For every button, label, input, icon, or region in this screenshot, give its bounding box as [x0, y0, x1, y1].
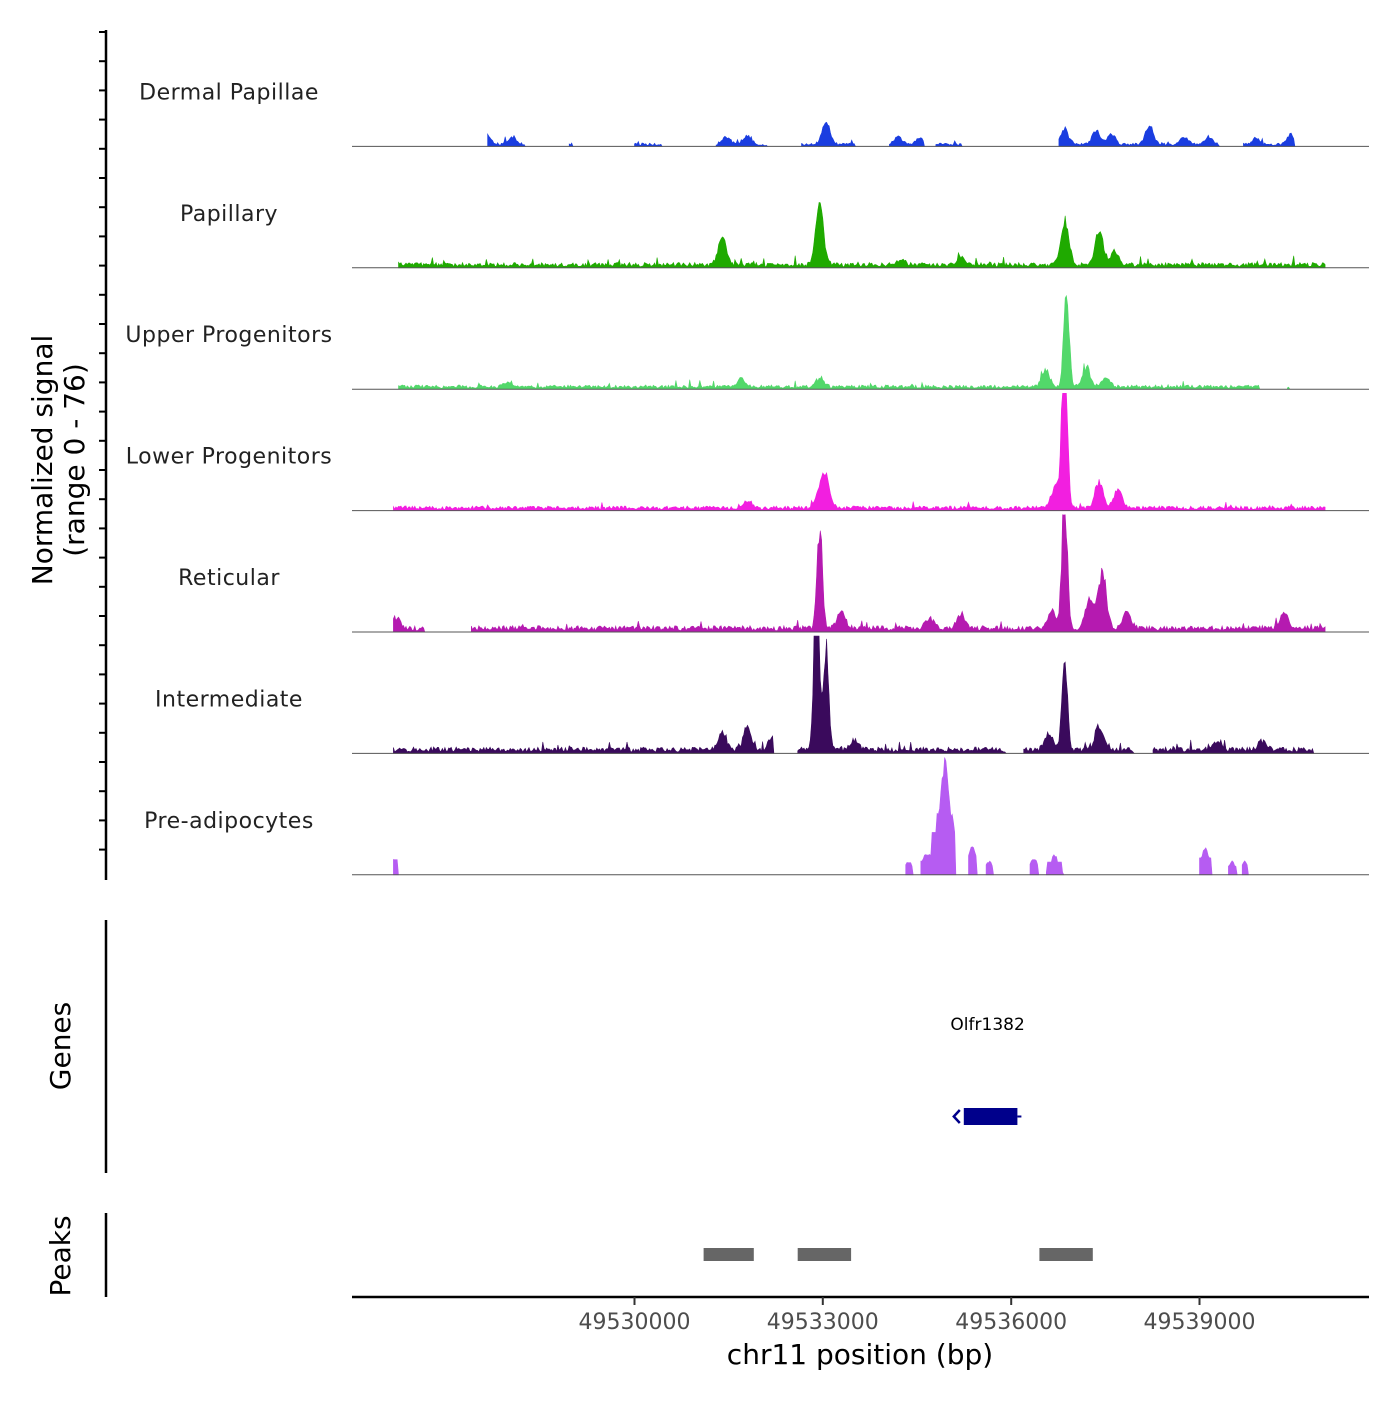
- peak-region: [797, 1248, 852, 1261]
- track-label: Intermediate: [155, 687, 303, 712]
- peak-region: [1039, 1248, 1093, 1261]
- signal-area: [487, 121, 1296, 147]
- signal-area: [393, 514, 1326, 633]
- x-tick-label: 49533000: [767, 1310, 879, 1335]
- track-intermediate: Intermediate: [155, 635, 1369, 754]
- x-axis-ticks: 49530000 49533000 49536000 49539000: [579, 1297, 1256, 1335]
- peaks-track-title: Peaks: [44, 1215, 77, 1296]
- x-tick-label: 49536000: [955, 1310, 1067, 1335]
- signal-area: [393, 635, 1315, 754]
- x-axis-title: chr11 position (bp): [727, 1338, 993, 1371]
- coverage-tracks: Dermal Papillae Papillary Upper Progenitor…: [125, 80, 1369, 876]
- track-dermal-papillae: Dermal Papillae: [139, 80, 1369, 147]
- y-axis-title-line2: (range 0 - 76): [58, 363, 91, 557]
- signal-area: [398, 201, 1326, 269]
- signal-area: [393, 393, 1326, 511]
- track-label: Upper Progenitors: [125, 323, 332, 348]
- x-tick-label: 49539000: [1144, 1310, 1256, 1335]
- track-reticular: Reticular: [178, 514, 1369, 633]
- coverage-y-ticks: [99, 31, 106, 851]
- peak-region: [703, 1248, 754, 1261]
- gene-strand-arrow: [952, 1109, 961, 1124]
- y-axis-title-line1: Normalized signal: [26, 335, 59, 586]
- track-papillary: Papillary: [180, 201, 1369, 269]
- signal-area: [398, 294, 1291, 390]
- genes-track-title: Genes: [44, 1002, 77, 1090]
- track-label: Dermal Papillae: [139, 80, 319, 105]
- track-label: Reticular: [178, 566, 280, 591]
- gene-label: Olfr1382: [950, 1015, 1024, 1035]
- gene-body: [963, 1108, 1018, 1125]
- track-label: Pre-adipocytes: [144, 809, 314, 834]
- x-tick-label: 49530000: [579, 1310, 691, 1335]
- track-pre-adipocytes: Pre-adipocytes: [144, 757, 1369, 876]
- genes-track: Olfr1382: [950, 1015, 1025, 1125]
- track-lower-progenitors: Lower Progenitors: [126, 393, 1369, 512]
- signal-area: [393, 757, 1249, 876]
- track-label: Papillary: [180, 202, 278, 227]
- peaks-track: [703, 1248, 1093, 1261]
- track-upper-progenitors: Upper Progenitors: [125, 294, 1369, 390]
- gene-olfr1382: Olfr1382: [950, 1015, 1025, 1125]
- track-label: Lower Progenitors: [126, 445, 332, 470]
